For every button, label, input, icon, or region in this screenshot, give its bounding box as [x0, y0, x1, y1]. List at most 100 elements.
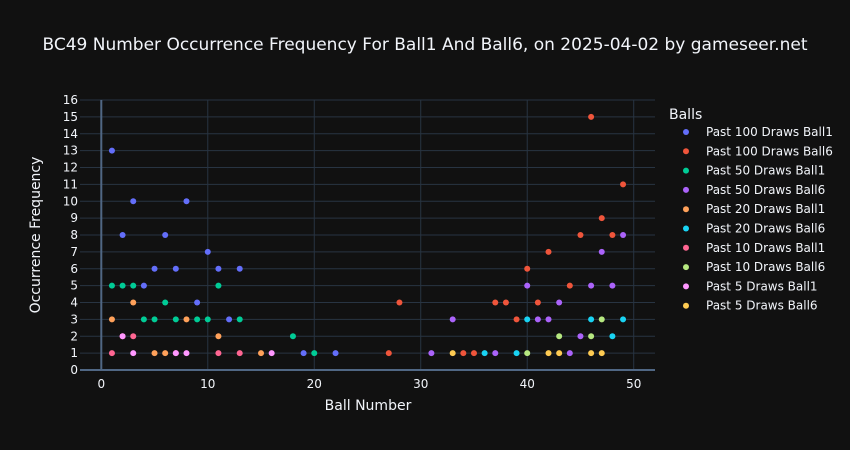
data-point[interactable]: [151, 316, 158, 323]
data-point[interactable]: [236, 316, 243, 323]
data-point[interactable]: [162, 232, 169, 238]
legend-item[interactable]: Past 100 Draws Ball6: [683, 144, 833, 158]
legend-item[interactable]: Past 20 Draws Ball6: [683, 222, 825, 236]
data-point[interactable]: [332, 350, 339, 357]
data-point[interactable]: [492, 350, 499, 357]
data-point[interactable]: [258, 350, 265, 357]
legend-item[interactable]: Past 10 Draws Ball6: [683, 260, 825, 274]
data-point[interactable]: [396, 299, 403, 306]
data-point[interactable]: [524, 282, 531, 289]
data-point[interactable]: [215, 282, 222, 289]
data-point[interactable]: [108, 316, 115, 323]
legend-item[interactable]: Past 100 Draws Ball1: [683, 125, 833, 139]
data-point[interactable]: [162, 350, 169, 357]
data-point[interactable]: [385, 350, 392, 357]
data-point[interactable]: [140, 282, 147, 289]
data-point[interactable]: [609, 282, 616, 289]
data-point[interactable]: [620, 232, 627, 238]
data-point[interactable]: [204, 316, 211, 323]
data-point[interactable]: [545, 316, 552, 323]
data-point[interactable]: [620, 181, 627, 188]
data-point[interactable]: [172, 265, 179, 272]
data-point[interactable]: [226, 316, 233, 323]
data-point[interactable]: [119, 333, 126, 340]
data-point[interactable]: [183, 198, 190, 205]
legend-item[interactable]: Past 50 Draws Ball6: [683, 183, 825, 197]
data-point[interactable]: [289, 333, 296, 340]
data-point[interactable]: [460, 350, 467, 357]
data-point[interactable]: [566, 350, 573, 357]
data-point[interactable]: [598, 350, 605, 357]
data-point[interactable]: [151, 265, 158, 272]
data-point[interactable]: [119, 282, 126, 289]
data-point[interactable]: [140, 316, 147, 323]
data-point[interactable]: [481, 350, 488, 357]
data-point[interactable]: [194, 299, 201, 306]
data-point[interactable]: [215, 265, 222, 272]
data-point[interactable]: [556, 350, 563, 357]
data-point[interactable]: [130, 282, 137, 289]
data-point[interactable]: [502, 299, 509, 306]
data-point[interactable]: [162, 299, 169, 306]
data-point[interactable]: [545, 350, 552, 357]
data-point[interactable]: [577, 333, 584, 340]
data-point[interactable]: [108, 350, 115, 357]
data-point[interactable]: [588, 282, 595, 289]
data-point[interactable]: [534, 299, 541, 306]
data-point[interactable]: [513, 316, 520, 323]
data-point[interactable]: [609, 333, 616, 340]
data-point[interactable]: [268, 350, 275, 357]
data-point[interactable]: [556, 299, 563, 306]
data-point[interactable]: [524, 350, 531, 357]
legend-item[interactable]: Past 5 Draws Ball6: [683, 299, 818, 313]
data-point[interactable]: [577, 232, 584, 238]
legend-item[interactable]: Past 50 Draws Ball1: [683, 164, 825, 178]
data-point[interactable]: [183, 350, 190, 357]
data-point[interactable]: [428, 350, 435, 357]
data-point[interactable]: [588, 113, 595, 120]
legend-item[interactable]: Past 20 Draws Ball1: [683, 202, 825, 216]
data-point[interactable]: [311, 350, 318, 357]
data-point[interactable]: [524, 265, 531, 272]
data-point[interactable]: [300, 350, 307, 357]
data-point[interactable]: [183, 316, 190, 323]
data-point[interactable]: [566, 282, 573, 289]
data-point[interactable]: [130, 299, 137, 306]
data-point[interactable]: [194, 316, 201, 323]
data-point[interactable]: [588, 350, 595, 357]
data-point[interactable]: [236, 350, 243, 357]
data-point[interactable]: [204, 248, 211, 255]
data-point[interactable]: [130, 333, 137, 340]
data-point[interactable]: [492, 299, 499, 306]
data-point[interactable]: [470, 350, 477, 357]
data-point[interactable]: [130, 350, 137, 357]
data-point[interactable]: [151, 350, 158, 357]
data-point[interactable]: [588, 333, 595, 340]
data-point[interactable]: [598, 316, 605, 323]
data-point[interactable]: [609, 232, 616, 238]
data-point[interactable]: [620, 316, 627, 323]
data-point[interactable]: [588, 316, 595, 323]
data-point[interactable]: [108, 147, 115, 154]
data-point[interactable]: [172, 350, 179, 357]
data-point[interactable]: [172, 316, 179, 323]
data-point[interactable]: [130, 198, 137, 205]
data-point[interactable]: [598, 215, 605, 222]
data-point[interactable]: [108, 282, 115, 289]
data-point[interactable]: [524, 316, 531, 323]
data-point[interactable]: [215, 333, 222, 340]
legend-item[interactable]: Past 5 Draws Ball1: [683, 279, 818, 293]
data-point[interactable]: [215, 350, 222, 357]
data-point[interactable]: [545, 248, 552, 255]
data-point[interactable]: [236, 265, 243, 272]
data-point[interactable]: [534, 316, 541, 323]
legend-item[interactable]: Past 10 Draws Ball1: [683, 241, 825, 255]
legend-items[interactable]: Past 100 Draws Ball1 Past 100 Draws Ball6…: [683, 125, 833, 313]
data-point[interactable]: [598, 248, 605, 255]
data-point[interactable]: [513, 350, 520, 357]
data-point[interactable]: [449, 316, 456, 323]
data-point[interactable]: [556, 333, 563, 340]
data-point[interactable]: [449, 350, 456, 357]
data-point[interactable]: [119, 232, 126, 238]
